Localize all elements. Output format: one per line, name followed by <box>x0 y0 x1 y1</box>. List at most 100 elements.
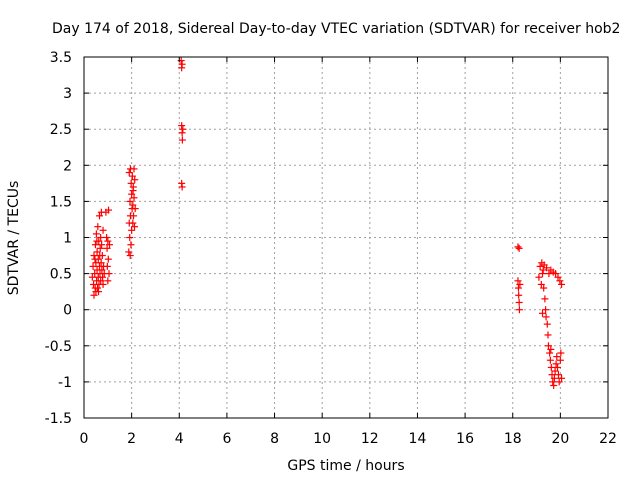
data-point-marker <box>130 212 138 220</box>
y-tick-label: 3 <box>63 86 72 102</box>
x-tick-label: 6 <box>222 431 231 447</box>
data-point-marker <box>129 187 137 195</box>
y-tick-label: 3.5 <box>50 50 72 66</box>
y-tick-label: 2 <box>63 158 72 174</box>
data-point-marker <box>128 172 136 180</box>
data-point-marker <box>178 129 186 137</box>
data-point-marker <box>178 60 186 68</box>
grid-lines <box>84 57 608 418</box>
data-point-marker <box>131 205 139 213</box>
data-point-marker <box>128 226 136 234</box>
data-point-marker <box>558 280 566 288</box>
x-tick-label: 10 <box>313 431 331 447</box>
data-point-marker <box>91 255 99 263</box>
data-point-marker <box>178 136 186 144</box>
data-point-marker <box>557 349 565 357</box>
data-point-marker <box>126 197 134 205</box>
data-point-marker <box>554 371 562 379</box>
data-point-marker <box>555 378 563 386</box>
data-point-marker <box>95 288 103 296</box>
chart-title: Day 174 of 2018, Sidereal Day-to-day VTE… <box>52 21 620 37</box>
data-point-marker <box>550 382 558 390</box>
data-point-marker <box>515 306 523 314</box>
data-point-marker <box>125 248 133 256</box>
data-point-marker <box>515 244 523 252</box>
data-point-marker <box>546 356 554 364</box>
data-point-marker <box>105 206 113 214</box>
data-point-marker <box>127 179 135 187</box>
data-point-marker <box>544 331 552 339</box>
y-tick-label: -1 <box>58 375 72 391</box>
data-point-marker <box>514 284 522 292</box>
data-point-marker <box>104 237 112 245</box>
data-point-marker <box>556 277 564 285</box>
data-point-marker <box>128 190 136 198</box>
data-point-marker <box>556 356 564 364</box>
data-point-marker <box>97 259 105 267</box>
y-tick-label: -1.5 <box>45 411 72 427</box>
data-point-marker <box>550 374 558 382</box>
x-tick-label: 18 <box>504 431 522 447</box>
data-point-marker <box>130 194 138 202</box>
data-point-marker <box>125 169 133 177</box>
data-point-marker <box>97 234 105 241</box>
data-point-marker <box>92 230 100 238</box>
data-point-marker <box>544 342 552 350</box>
data-point-marker <box>539 309 546 317</box>
data-point-marker <box>105 270 113 278</box>
data-point-marker <box>540 284 548 292</box>
data-point-marker <box>105 241 113 249</box>
data-point-marker <box>104 255 112 263</box>
data-point-marker <box>99 273 107 281</box>
y-axis-label: SDTVAR / TECUs <box>6 181 22 296</box>
data-point-marker <box>543 320 551 328</box>
data-point-marker <box>515 298 523 306</box>
x-tick-label: 20 <box>551 431 569 447</box>
data-point-marker <box>537 280 545 288</box>
data-point-marker <box>549 378 557 386</box>
data-point-marker <box>88 273 96 281</box>
data-point-marker <box>103 244 111 252</box>
data-point-marker <box>89 262 97 270</box>
data-point-marker <box>516 280 524 288</box>
y-axis-ticks: 3.5 3 2.5 2 1.5 1 0.5 0 -0.5 -1 -1.5 <box>45 50 608 427</box>
data-point-marker <box>539 270 546 278</box>
data-point-marker <box>103 234 111 241</box>
data-point-marker <box>547 345 555 353</box>
data-point-marker <box>515 291 523 299</box>
data-point-marker <box>552 270 560 278</box>
x-tick-label: 8 <box>270 431 279 447</box>
data-point-marker <box>543 264 551 272</box>
data-point-marker <box>104 277 112 285</box>
x-tick-label: 4 <box>175 431 184 447</box>
data-point-marker <box>554 273 562 281</box>
data-point-marker <box>127 241 135 249</box>
data-point-marker <box>93 248 101 256</box>
data-point-marker <box>97 277 105 285</box>
data-point-marker <box>90 291 98 299</box>
x-tick-label: 14 <box>409 431 427 447</box>
data-point-marker <box>91 241 99 249</box>
data-point-marker <box>553 353 561 361</box>
data-point-marker <box>178 183 186 191</box>
data-point-marker <box>179 125 187 133</box>
data-point-marker <box>94 284 102 292</box>
data-point-marker <box>536 262 544 270</box>
data-point-marker <box>98 241 106 249</box>
data-point-marker <box>554 363 562 371</box>
data-point-marker <box>93 237 101 245</box>
y-tick-label: 0.5 <box>50 267 72 283</box>
data-point-marker <box>94 223 102 231</box>
data-points <box>88 57 566 390</box>
y-tick-label: 2.5 <box>50 122 72 138</box>
data-point-marker <box>535 273 543 281</box>
data-point-marker <box>514 277 522 285</box>
data-point-marker <box>103 262 111 270</box>
data-point-marker <box>558 374 566 382</box>
data-point-marker <box>541 295 549 303</box>
data-point-marker <box>99 280 107 288</box>
data-point-marker <box>546 349 554 357</box>
data-point-marker <box>551 367 559 375</box>
data-point-marker <box>542 313 550 321</box>
data-point-marker <box>514 243 522 251</box>
